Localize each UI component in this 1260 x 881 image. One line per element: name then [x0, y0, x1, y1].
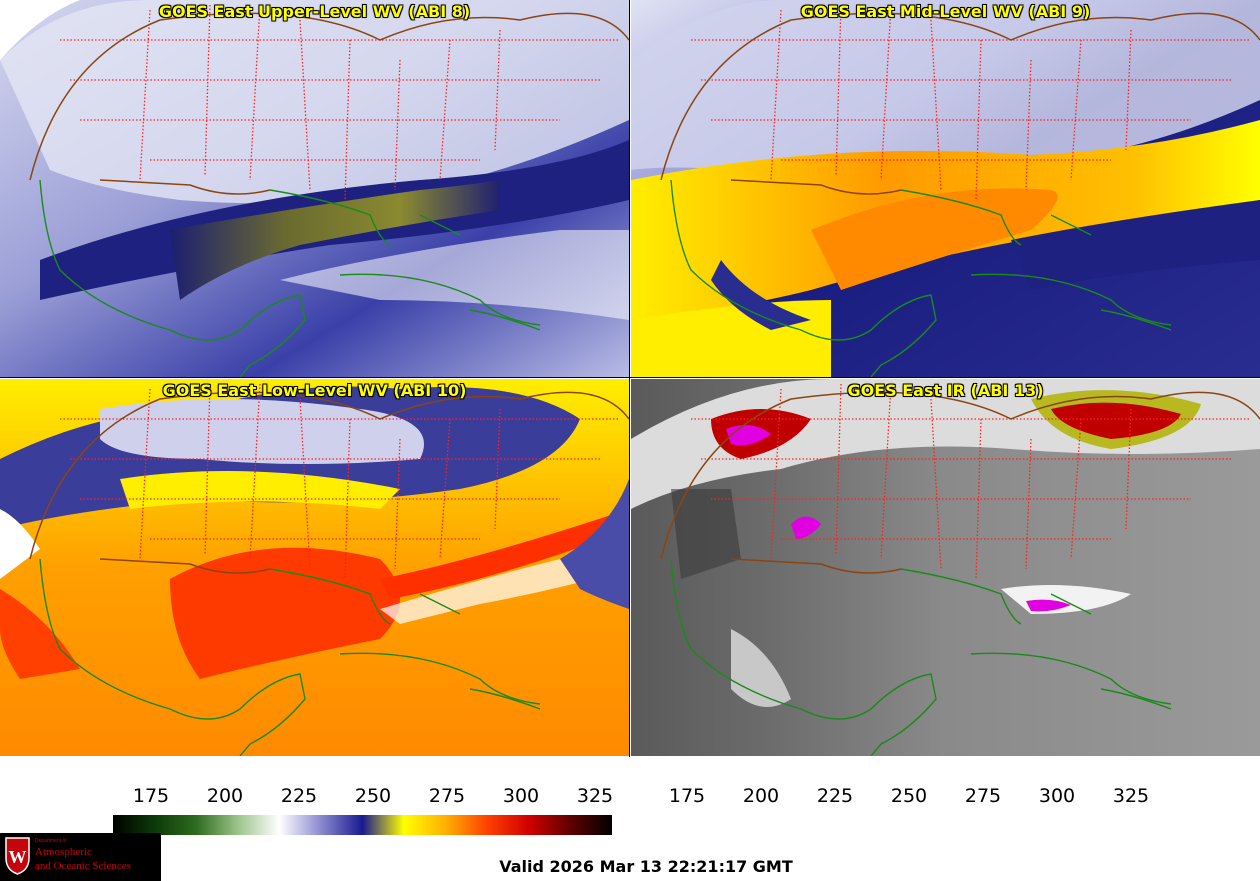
panel-title: GOES East Low-Level WV (ABI 10) [162, 381, 467, 400]
panel-low-level-wv: GOES East Low-Level WV (ABI 10) [0, 379, 629, 756]
colorbar-wv-tick-label: 300 [502, 785, 540, 807]
panel-title: GOES East IR (ABI 13) [847, 381, 1044, 400]
logo-line2: and Oceanic Sciences [35, 860, 131, 872]
low-level-wv-imagery [0, 379, 629, 756]
panel-divider-vertical [629, 0, 630, 757]
panel-mid-level-wv: GOES East Mid-Level WV (ABI 9) [631, 0, 1260, 377]
valid-time: Valid 2026 Mar 13 22:21:17 GMT [499, 857, 793, 876]
colorbar-ir-tick-label: 175 [668, 785, 706, 807]
colorbar-ir-tick-label: 200 [742, 785, 780, 807]
colorbar-wv-tick-label: 200 [206, 785, 244, 807]
colorbar-ir-tick-label: 250 [890, 785, 928, 807]
panel-ir: GOES East IR (ABI 13) [631, 379, 1260, 756]
colorbar-ir-tick-label: 275 [964, 785, 1002, 807]
panel-title: GOES East Mid-Level WV (ABI 9) [800, 2, 1091, 21]
colorbar-wv-tick-label: 325 [576, 785, 614, 807]
colorbar-ir-labels: 175 200 225 250 275 300 325 [0, 785, 1260, 807]
colorbar-ir-bar [649, 815, 1148, 835]
logo-dept: Department of [35, 838, 67, 844]
colorbar-wv-bar [113, 815, 612, 835]
panel-upper-level-wv: GOES East Upper-Level WV (ABI 8) [0, 0, 629, 377]
colorbar-wv-tick-label: 225 [280, 785, 318, 807]
colorbar-wv-tick-label: 250 [354, 785, 392, 807]
colorbar-wv-tick-label: 175 [132, 785, 170, 807]
aos-logo: W Department of Atmospheric and Oceanic … [0, 833, 161, 881]
panel-divider-horizontal [0, 377, 1260, 378]
colorbar-wv-tick-label: 275 [428, 785, 466, 807]
upper-level-wv-imagery [0, 0, 629, 377]
panel-title: GOES East Upper-Level WV (ABI 8) [158, 2, 471, 21]
logo-line1: Atmospheric [35, 846, 92, 858]
colorbar-ir-tick-label: 325 [1112, 785, 1150, 807]
colorbar-wv-labels: 175 200 225 250 275 300 325 [0, 785, 630, 807]
colorbar-ir-tick-label: 225 [816, 785, 854, 807]
crest-letter: W [9, 847, 27, 867]
ir-imagery [631, 379, 1260, 756]
uw-crest-icon: W [5, 837, 30, 875]
mid-level-wv-imagery [631, 0, 1260, 377]
colorbar-ir-tick-label: 300 [1038, 785, 1076, 807]
